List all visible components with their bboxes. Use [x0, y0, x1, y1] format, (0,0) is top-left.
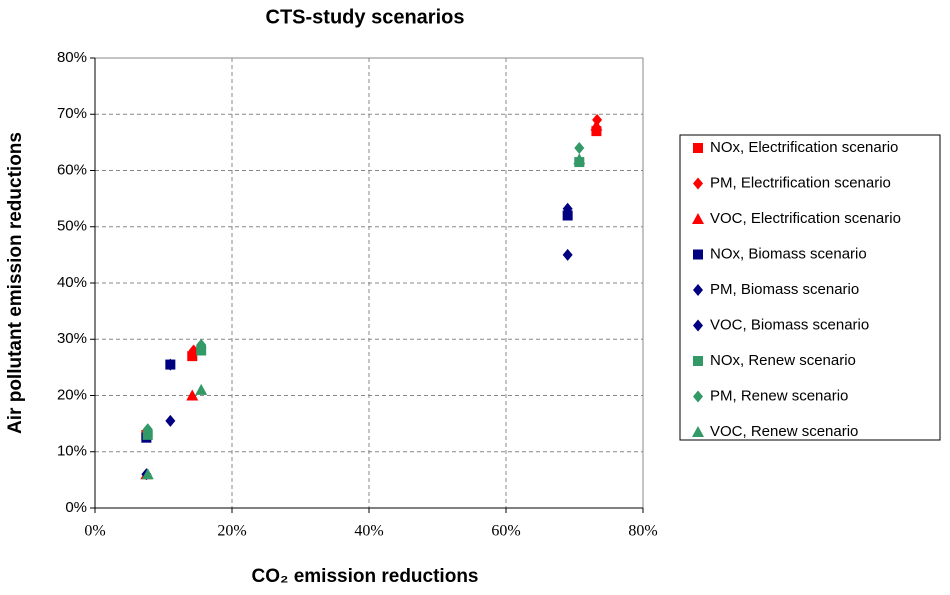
y-axis-label: Air pollutant emission reductions: [5, 132, 26, 434]
marker: [187, 351, 198, 362]
legend-box: [679, 134, 941, 441]
legend-label: NOx, Electrification scenario: [710, 139, 898, 156]
y-tick-label: 80%: [57, 49, 87, 66]
legend-label: VOC, Biomass scenario: [710, 316, 869, 333]
marker: [141, 468, 154, 480]
legend-marker: [693, 356, 703, 366]
y-tick-label: 30%: [57, 330, 87, 347]
y-tick-label: 50%: [57, 218, 87, 235]
x-tick-label: 40%: [354, 523, 383, 540]
legend-label: PM, Biomass scenario: [710, 281, 859, 298]
marker: [573, 153, 586, 165]
y-tick-label: 70%: [57, 105, 87, 122]
y-tick-label: 40%: [57, 274, 87, 291]
x-axis-label: CO₂ emission reductions: [252, 566, 479, 587]
marker: [142, 423, 153, 436]
x-tick-label: 20%: [217, 523, 246, 540]
marker: [165, 358, 176, 371]
marker: [562, 248, 573, 261]
x-tick-label: 80%: [628, 523, 657, 540]
legend-label: NOx, Biomass scenario: [710, 245, 867, 262]
legend-label: NOx, Renew scenario: [710, 352, 856, 369]
marker: [590, 119, 603, 131]
legend-marker: [693, 249, 703, 260]
legend-label: VOC, Electrification scenario: [710, 210, 901, 227]
legend-marker: [693, 143, 703, 153]
marker: [574, 142, 585, 154]
legend-marker: [693, 319, 703, 332]
x-tick-label: 60%: [491, 523, 520, 540]
legend-marker: [693, 177, 703, 190]
legend-label: VOC, Renew scenario: [710, 423, 858, 440]
legend-marker: [692, 213, 704, 224]
legend-marker: [692, 426, 704, 437]
chart-title: CTS-study scenarios: [266, 6, 465, 28]
y-tick-label: 10%: [57, 443, 87, 460]
legend-marker: [693, 390, 703, 403]
y-tick-label: 20%: [57, 386, 87, 403]
marker: [188, 344, 199, 357]
marker: [562, 210, 573, 221]
marker: [186, 389, 199, 401]
legend-label: PM, Renew scenario: [710, 387, 848, 404]
marker: [165, 414, 176, 427]
marker: [195, 383, 208, 395]
marker: [562, 202, 573, 215]
x-tick-label: 0%: [84, 523, 105, 540]
marker: [591, 126, 602, 137]
marker: [196, 338, 207, 351]
y-tick-label: 60%: [57, 161, 87, 178]
legend-label: PM, Electrification scenario: [710, 174, 891, 191]
y-tick-label: 0%: [65, 499, 87, 516]
legend-marker: [693, 284, 703, 296]
